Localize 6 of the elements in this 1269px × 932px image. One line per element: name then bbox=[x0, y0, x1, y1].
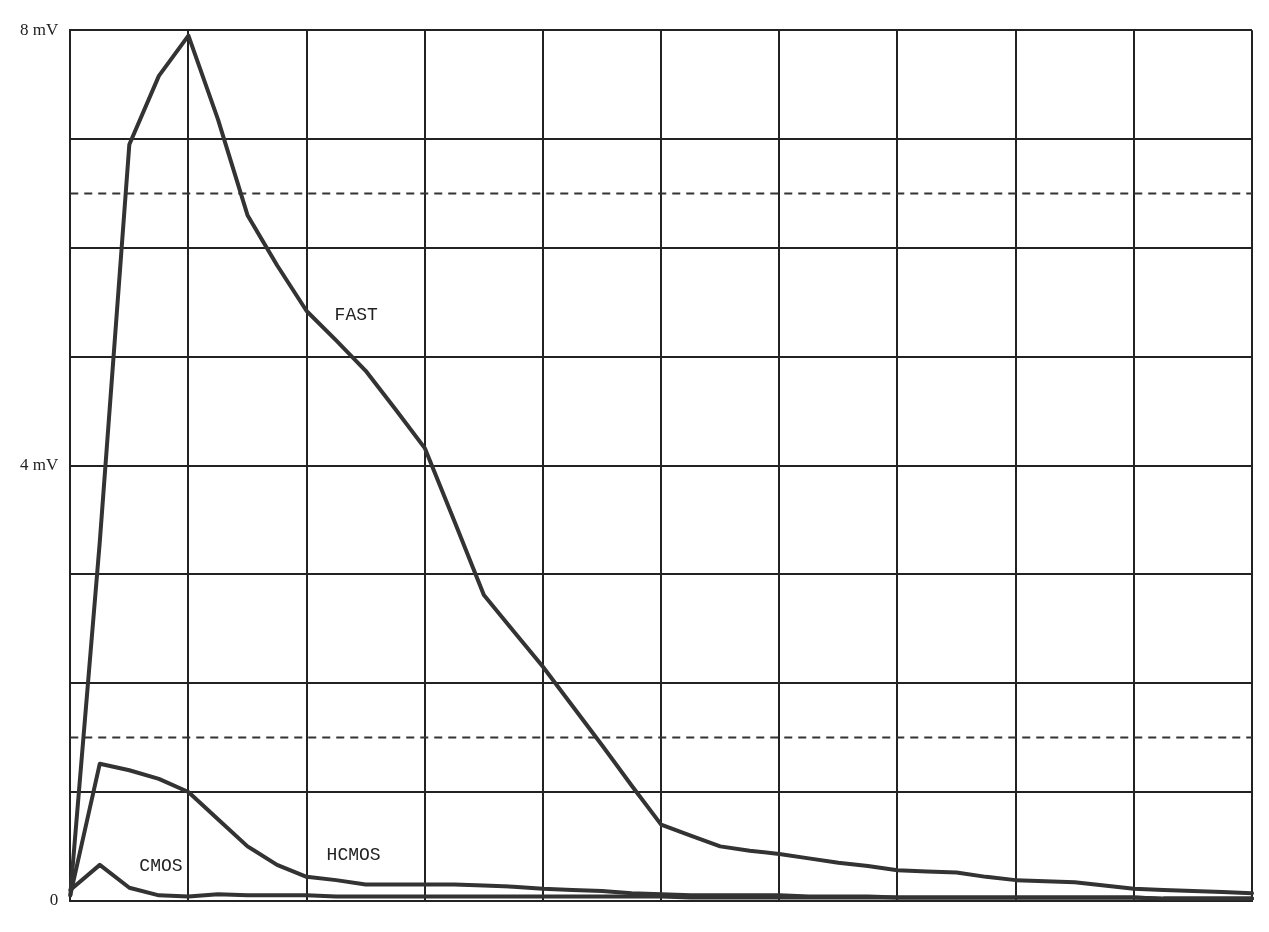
series-label: FAST bbox=[334, 304, 379, 325]
series-label: HCMOS bbox=[326, 844, 381, 865]
y-tick-label: 8 mV bbox=[20, 19, 59, 39]
y-tick-label: 0 bbox=[49, 890, 59, 910]
y-tick-label: 4 mV bbox=[20, 454, 59, 474]
series-label: CMOS bbox=[139, 855, 183, 876]
